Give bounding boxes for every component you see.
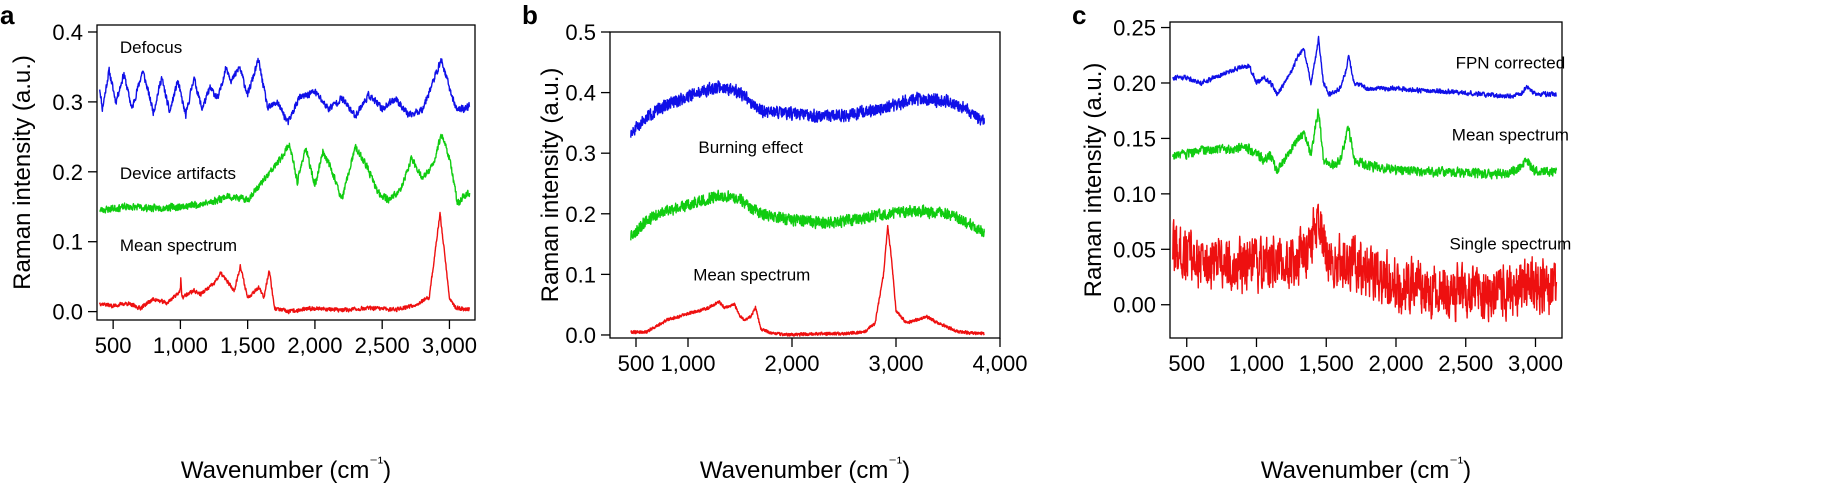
series-line-defocus <box>98 57 471 126</box>
y-tick-label: 0.1 <box>565 262 596 287</box>
annotation-label: Single spectrum <box>1449 234 1571 253</box>
plot-frame <box>96 24 476 321</box>
x-tick-label: 1,000 <box>1229 351 1284 376</box>
x-tick-label: 1,500 <box>1299 351 1354 376</box>
y-tick-label: 0.3 <box>52 90 83 115</box>
plot-frame <box>609 31 1001 339</box>
series-line-single-spectrum <box>1172 203 1558 323</box>
x-tick-label: 1,000 <box>660 351 715 376</box>
y-tick-label: 0.20 <box>1113 71 1156 96</box>
panel-a: a 500 1,000 1,500 2,000 2,500 3,000 0.0 0.1 0.2 0.… <box>0 0 477 484</box>
x-tick-label: 2,000 <box>287 333 342 358</box>
x-tick-label: 2,000 <box>764 351 819 376</box>
x-tick-label: 2,500 <box>355 333 410 358</box>
annotation-label: Mean spectrum <box>1452 126 1569 145</box>
x-tick-label: 500 <box>95 333 132 358</box>
y-tick-label: 0.5 <box>565 20 596 45</box>
plot-frame <box>1169 21 1563 339</box>
y-tick-label: 0.2 <box>565 202 596 227</box>
y-tick-label: 0.4 <box>52 20 83 45</box>
y-tick-label: 0.1 <box>52 230 83 255</box>
series-line-burning-effect <box>630 80 985 138</box>
series-line-device-artifacts <box>99 133 471 214</box>
y-tick-label: 0.0 <box>565 323 596 348</box>
y-tick-label: 0.0 <box>52 300 83 325</box>
x-axis-label: Wavenumber (cm⁻¹) <box>700 455 910 484</box>
annotation-label: Burning effect <box>698 138 803 157</box>
x-axis-label: Wavenumber (cm⁻¹) <box>181 455 391 484</box>
annotation-label: Defocus <box>120 38 182 57</box>
x-tick-label: 500 <box>1168 351 1205 376</box>
y-tick-label: 0.10 <box>1113 182 1156 207</box>
x-tick-label: 500 <box>618 351 655 376</box>
annotation-label: Mean spectrum <box>693 265 810 284</box>
series-line-mean-spectrum-upper- <box>630 189 985 241</box>
panel-b: b 500 1,000 2,000 3,000 4,000 0.0 0.1 0.2 0.3 0.4 0… <box>522 0 1028 484</box>
panel-c: c 500 1,000 1,500 2,000 2,500 3,000 0.00 0.05 0.1… <box>1072 0 1571 484</box>
annotation-label: FPN corrected <box>1456 54 1566 73</box>
x-tick-label: 3,000 <box>422 333 477 358</box>
x-tick-label: 2,500 <box>1438 351 1493 376</box>
x-tick-label: 4,000 <box>972 351 1027 376</box>
series-line-mean-spectrum <box>99 211 471 315</box>
y-tick-label: 0.25 <box>1113 16 1156 41</box>
x-tick-label: 3,000 <box>1508 351 1563 376</box>
y-axis-label: Raman intensity (a.u.) <box>1080 63 1107 298</box>
y-tick-label: 0.4 <box>565 81 596 106</box>
x-tick-label: 1,500 <box>220 333 275 358</box>
series-line-fpn-corrected <box>1172 35 1557 99</box>
y-tick-label: 0.3 <box>565 141 596 166</box>
y-axis-label: Raman intensity (a.u.) <box>537 68 564 303</box>
panel-label: c <box>1072 0 1086 30</box>
annotation-label: Device artifacts <box>120 164 236 183</box>
x-tick-label: 1,000 <box>153 333 208 358</box>
y-tick-label: 0.05 <box>1113 237 1156 262</box>
series-line-mean-spectrum <box>630 224 985 337</box>
x-axis-label: Wavenumber (cm⁻¹) <box>1261 455 1471 484</box>
panel-label: b <box>522 0 538 30</box>
panel-label: a <box>0 0 15 30</box>
y-axis-label: Raman intensity (a.u.) <box>9 55 36 290</box>
y-tick-label: 0.00 <box>1113 293 1156 318</box>
x-tick-label: 3,000 <box>868 351 923 376</box>
y-tick-label: 0.2 <box>52 160 83 185</box>
annotation-label: Mean spectrum <box>120 236 237 255</box>
series-line-mean-spectrum <box>1172 108 1558 180</box>
x-tick-label: 2,000 <box>1368 351 1423 376</box>
y-tick-label: 0.15 <box>1113 126 1156 151</box>
